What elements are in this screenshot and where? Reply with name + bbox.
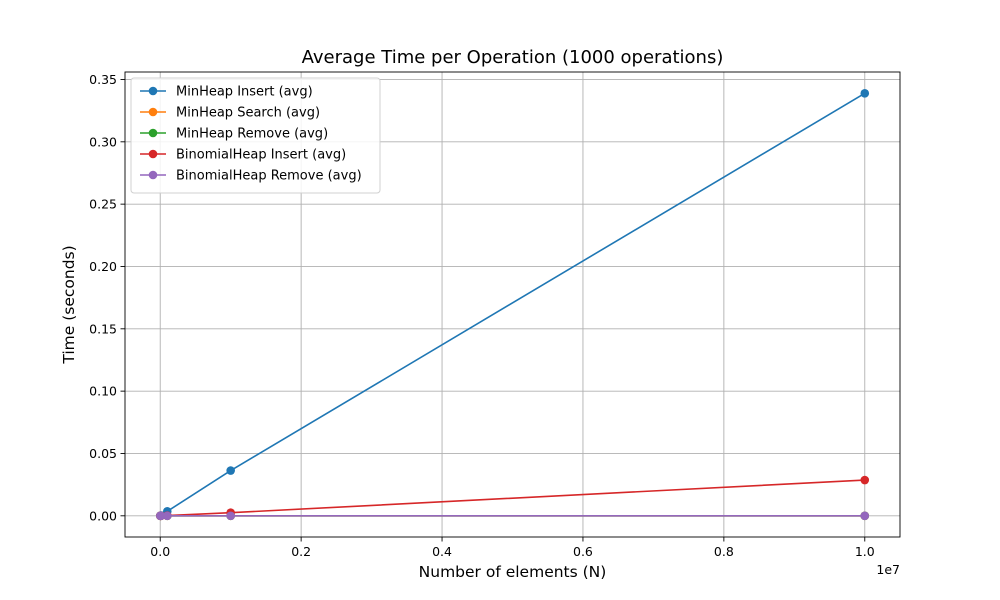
legend-frame xyxy=(130,77,381,194)
data-point xyxy=(156,511,166,521)
x-tick-label: 1.0 xyxy=(855,544,875,559)
legend: MinHeap Insert (avg) MinHeap Search (avg)… xyxy=(130,77,381,194)
data-point xyxy=(860,475,870,485)
y-tick-label: 0.05 xyxy=(89,446,117,461)
y-axis-label: Time (seconds) xyxy=(60,245,78,364)
data-point xyxy=(860,89,870,98)
legend-label: MinHeap Insert (avg) xyxy=(176,85,313,100)
series-group xyxy=(155,511,870,521)
data-point xyxy=(860,511,870,521)
y-tick-label: 0.20 xyxy=(89,259,117,274)
y-tick-label: 0.10 xyxy=(89,384,117,399)
x-tick-label: 0.0 xyxy=(150,544,170,559)
y-tick-label: 0.35 xyxy=(89,72,117,87)
legend-marker xyxy=(148,149,158,159)
y-tick-label: 0.15 xyxy=(89,321,117,336)
legend-item: MinHeap Search (avg) xyxy=(140,106,320,121)
legend-marker xyxy=(148,107,158,117)
y-tick-label: 0.30 xyxy=(89,134,117,149)
data-point xyxy=(162,511,172,521)
legend-label: BinomialHeap Insert (avg) xyxy=(176,148,346,163)
plot-frame xyxy=(124,71,901,538)
legend-item: MinHeap Insert (avg) xyxy=(140,85,313,100)
legend-marker xyxy=(148,170,158,180)
y-tick-label: 0.25 xyxy=(89,197,117,212)
legend-marker xyxy=(148,128,158,138)
x-tick-label: 0.4 xyxy=(432,544,452,559)
legend-marker xyxy=(148,86,158,96)
data-point xyxy=(226,511,235,521)
plot-series xyxy=(155,89,870,521)
x-axis-offset-label: 1e7 xyxy=(876,562,900,577)
x-tick-label: 0.2 xyxy=(291,544,311,559)
x-tick-label: 0.8 xyxy=(714,544,734,559)
legend-label: BinomialHeap Remove (avg) xyxy=(176,169,362,184)
legend-item: BinomialHeap Remove (avg) xyxy=(140,169,362,184)
chart-title: Average Time per Operation (1000 operati… xyxy=(302,47,724,68)
legend-item: BinomialHeap Insert (avg) xyxy=(140,148,346,163)
legend-label: MinHeap Search (avg) xyxy=(176,106,320,121)
data-point xyxy=(226,466,235,475)
grid xyxy=(125,72,900,537)
legend-label: MinHeap Remove (avg) xyxy=(176,127,328,142)
x-tick-label: 0.6 xyxy=(573,544,593,559)
x-axis-label: Number of elements (N) xyxy=(419,563,607,581)
y-tick-label: 0.00 xyxy=(89,508,117,523)
axis-ticks: 0.0 0.2 0.4 0.6 0.8 1.0 0.00 0.05 0.10 0.15 0.20 0.… xyxy=(89,72,875,559)
legend-item: MinHeap Remove (avg) xyxy=(140,127,328,142)
